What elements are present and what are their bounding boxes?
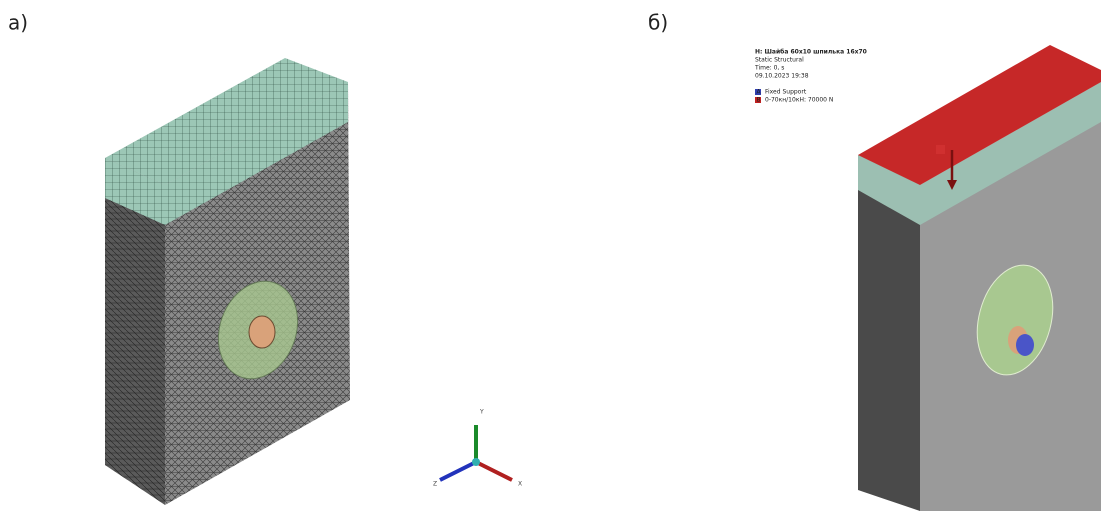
legend-key: A xyxy=(757,89,762,96)
header-line: Time: 0, s xyxy=(754,65,784,72)
legend-text: Fixed Support xyxy=(765,89,807,96)
panel-label: б) xyxy=(648,11,668,35)
panel-label: а) xyxy=(8,11,28,35)
legend-text: 0-70кн/10кН: 70000 N xyxy=(765,97,833,104)
axis-label: X xyxy=(518,481,522,488)
mesh-model xyxy=(105,58,350,505)
header-line: H: Шайба 60x10 шпилька 16x70 xyxy=(755,49,867,56)
header: H: Шайба 60x10 шпилька 16x70 Static Stru… xyxy=(754,49,867,104)
header-line: 09.10.2023 19:38 xyxy=(755,73,809,80)
header-line: Static Structural xyxy=(755,57,804,64)
legend-key: B xyxy=(757,97,761,104)
axis-triad: Y Z X xyxy=(433,409,522,488)
load-model xyxy=(858,45,1101,511)
axis-label: Z xyxy=(433,481,437,488)
axis-label: Y xyxy=(479,409,484,416)
